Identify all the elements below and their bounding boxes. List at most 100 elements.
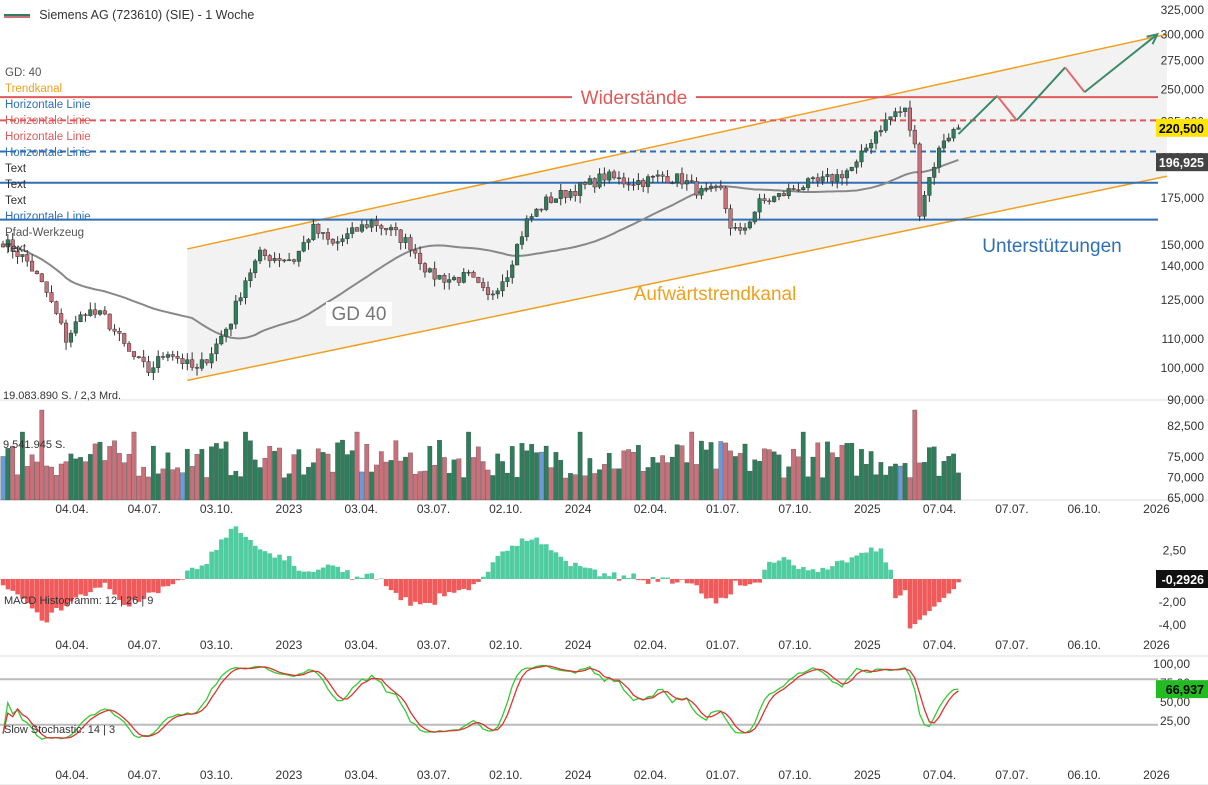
candle-body bbox=[321, 232, 326, 234]
macd-bar bbox=[878, 548, 884, 579]
volume-bar bbox=[223, 441, 229, 501]
volume-bar bbox=[126, 453, 132, 501]
volume-bar bbox=[655, 462, 661, 501]
macd-bar bbox=[762, 569, 767, 579]
macd-bar bbox=[951, 579, 956, 590]
macd-bar bbox=[466, 579, 471, 591]
candle-body bbox=[83, 314, 88, 316]
volume-bar bbox=[844, 443, 850, 501]
macd-bar bbox=[849, 557, 855, 579]
volume-bar bbox=[703, 449, 709, 501]
candle-body bbox=[563, 189, 568, 198]
candle-body bbox=[301, 242, 306, 252]
candle-body bbox=[602, 173, 607, 181]
volume-bar bbox=[752, 459, 758, 501]
volume-bar bbox=[383, 461, 389, 501]
overlay-label[interactable]: Text bbox=[5, 179, 27, 191]
macd-bar bbox=[223, 537, 229, 579]
x-tick-label: 04.04. bbox=[55, 502, 88, 516]
y-tick-label: 150,000 bbox=[1161, 238, 1205, 252]
overlay-label[interactable]: Horizontale Linie bbox=[5, 147, 91, 159]
macd-bar bbox=[742, 579, 748, 586]
candle-body bbox=[743, 227, 748, 231]
channel-label: Aufwärtstrendkanal bbox=[634, 284, 797, 305]
candle-body bbox=[258, 249, 263, 262]
macd-bar bbox=[379, 578, 384, 579]
volume-bar bbox=[63, 461, 69, 501]
candle-body bbox=[515, 244, 520, 266]
volume-bar bbox=[175, 467, 180, 501]
candle-body bbox=[170, 354, 175, 357]
x-tick-label: 2024 bbox=[565, 768, 592, 782]
volume-bar bbox=[330, 471, 336, 501]
volume-bar bbox=[252, 459, 258, 501]
x-tick-label: 07.07. bbox=[995, 502, 1028, 516]
volume-bar bbox=[286, 473, 292, 501]
macd-bar bbox=[54, 579, 59, 608]
overlay-label[interactable]: Text bbox=[5, 243, 27, 255]
volume-bar bbox=[24, 466, 30, 501]
macd-bar bbox=[160, 579, 166, 587]
candle-body bbox=[597, 173, 602, 188]
macd-bar bbox=[20, 579, 25, 599]
volume-bar bbox=[825, 441, 830, 501]
series-swatch-icon bbox=[4, 13, 30, 18]
y-tick-label: 110,000 bbox=[1162, 332, 1205, 346]
macd-tick-label: -4,00 bbox=[1159, 618, 1187, 632]
overlay-label[interactable]: Horizontale Linie bbox=[5, 131, 91, 143]
volume-bar bbox=[150, 445, 156, 501]
y-tick-label: 125,000 bbox=[1161, 293, 1205, 307]
macd-bar bbox=[476, 579, 481, 582]
y-tick-label: 75,000 bbox=[1167, 450, 1204, 464]
candle-body bbox=[127, 343, 132, 352]
macd-bar bbox=[815, 572, 821, 579]
x-tick-label: 07.04. bbox=[923, 638, 956, 652]
macd-bar bbox=[898, 579, 903, 596]
overlay-label[interactable]: Text bbox=[5, 163, 27, 175]
candle-body bbox=[0, 243, 6, 248]
x-tick-label: 02.04. bbox=[634, 768, 667, 782]
volume-bar bbox=[136, 475, 142, 501]
candle-body bbox=[233, 300, 238, 325]
chart-title: Siemens AG (723610) (SIE) - 1 Woche bbox=[39, 8, 255, 22]
macd-bar bbox=[316, 569, 321, 579]
candle-body bbox=[713, 185, 719, 188]
y-tick-label: 90,000 bbox=[1167, 393, 1204, 407]
candle-body bbox=[238, 297, 243, 302]
overlay-label[interactable]: Horizontale Linie bbox=[5, 211, 91, 223]
volume-bar bbox=[233, 470, 239, 501]
macd-bar bbox=[674, 579, 680, 583]
overlay-label[interactable]: Pfad-Werkzeug bbox=[5, 227, 85, 239]
volume-bar bbox=[500, 461, 505, 501]
candle-body bbox=[544, 196, 549, 210]
x-tick-label: 06.10. bbox=[1068, 638, 1101, 652]
ma-line bbox=[2, 158, 959, 340]
overlay-label[interactable]: Trendkanal bbox=[5, 83, 63, 95]
volume-bar bbox=[626, 449, 632, 501]
macd-bar bbox=[25, 579, 30, 603]
x-tick-label: 07.07. bbox=[995, 638, 1028, 652]
candle-body bbox=[117, 331, 122, 334]
x-tick-label: 07.04. bbox=[923, 502, 956, 516]
overlay-label[interactable]: GD: 40 bbox=[5, 67, 42, 79]
macd-bar bbox=[626, 577, 632, 579]
volume-bar bbox=[689, 431, 695, 501]
macd-bar bbox=[185, 570, 190, 579]
candle-body bbox=[796, 189, 801, 191]
overlay-label[interactable]: Text bbox=[5, 195, 27, 207]
x-tick-label: 03.07. bbox=[417, 768, 450, 782]
volume-bar bbox=[505, 472, 510, 501]
volume-bar bbox=[650, 457, 656, 501]
candle-body bbox=[505, 277, 510, 282]
volume-bar bbox=[141, 466, 146, 501]
volume-bar bbox=[776, 454, 782, 501]
overlay-label[interactable]: Horizontale Linie bbox=[5, 99, 91, 111]
overlay-label[interactable]: Horizontale Linie bbox=[5, 115, 91, 127]
macd-bar bbox=[68, 579, 74, 602]
volume-bar bbox=[878, 462, 884, 501]
x-tick-label: 03.04. bbox=[345, 502, 378, 516]
volume-bar bbox=[117, 453, 122, 501]
volume-bar bbox=[883, 474, 889, 501]
candle-body bbox=[452, 277, 457, 280]
volume-bar bbox=[194, 454, 200, 501]
